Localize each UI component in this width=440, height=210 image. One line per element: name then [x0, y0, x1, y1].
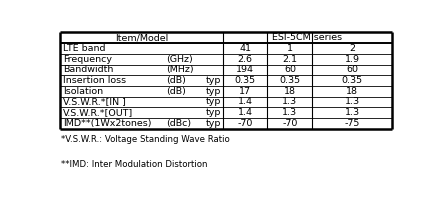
Text: 1.3: 1.3 — [282, 97, 297, 106]
Text: -70: -70 — [238, 119, 253, 128]
Text: typ: typ — [205, 97, 221, 106]
Text: 1.4: 1.4 — [238, 97, 253, 106]
Text: Frequency: Frequency — [63, 55, 112, 64]
Text: 18: 18 — [346, 87, 358, 96]
Text: Bandwidth: Bandwidth — [63, 65, 113, 74]
Text: (MHz): (MHz) — [166, 65, 194, 74]
Text: 1.3: 1.3 — [282, 108, 297, 117]
Text: 1.3: 1.3 — [345, 108, 359, 117]
Text: Insertion loss: Insertion loss — [63, 76, 126, 85]
Text: -75: -75 — [345, 119, 360, 128]
Text: -70: -70 — [282, 119, 297, 128]
Text: 60: 60 — [284, 65, 296, 74]
Text: Item/Model: Item/Model — [115, 33, 168, 42]
Text: 18: 18 — [284, 87, 296, 96]
Text: 17: 17 — [239, 87, 251, 96]
Text: V.S.W.R.*[IN ]: V.S.W.R.*[IN ] — [63, 97, 126, 106]
Text: 60: 60 — [346, 65, 358, 74]
Text: **IMD: Inter Modulation Distortion: **IMD: Inter Modulation Distortion — [62, 160, 208, 169]
Text: 1.3: 1.3 — [345, 97, 359, 106]
Text: 1: 1 — [287, 44, 293, 53]
Text: (GHz): (GHz) — [166, 55, 193, 64]
Text: 41: 41 — [239, 44, 251, 53]
Text: typ: typ — [205, 119, 221, 128]
Text: *V.S.W.R.: Voltage Standing Wave Ratio: *V.S.W.R.: Voltage Standing Wave Ratio — [62, 135, 230, 144]
Text: IMD**(1Wx2tones): IMD**(1Wx2tones) — [63, 119, 151, 128]
Text: LTE band: LTE band — [63, 44, 105, 53]
Text: V.S.W.R.*[OUT]: V.S.W.R.*[OUT] — [63, 108, 133, 117]
Text: (dBc): (dBc) — [166, 119, 191, 128]
Text: ESI-5CM series: ESI-5CM series — [272, 33, 342, 42]
Text: 0.35: 0.35 — [279, 76, 301, 85]
Text: (dB): (dB) — [166, 76, 186, 85]
Text: 0.35: 0.35 — [341, 76, 363, 85]
Text: Isolation: Isolation — [63, 87, 103, 96]
Text: 194: 194 — [236, 65, 254, 74]
Text: 0.35: 0.35 — [235, 76, 256, 85]
Text: typ: typ — [205, 108, 221, 117]
Text: 2: 2 — [349, 44, 355, 53]
Text: 2.6: 2.6 — [238, 55, 253, 64]
Text: 1.4: 1.4 — [238, 108, 253, 117]
Text: 1.9: 1.9 — [345, 55, 359, 64]
Text: (dB): (dB) — [166, 87, 186, 96]
Text: 2.1: 2.1 — [282, 55, 297, 64]
Text: typ: typ — [205, 87, 221, 96]
Text: typ: typ — [205, 76, 221, 85]
